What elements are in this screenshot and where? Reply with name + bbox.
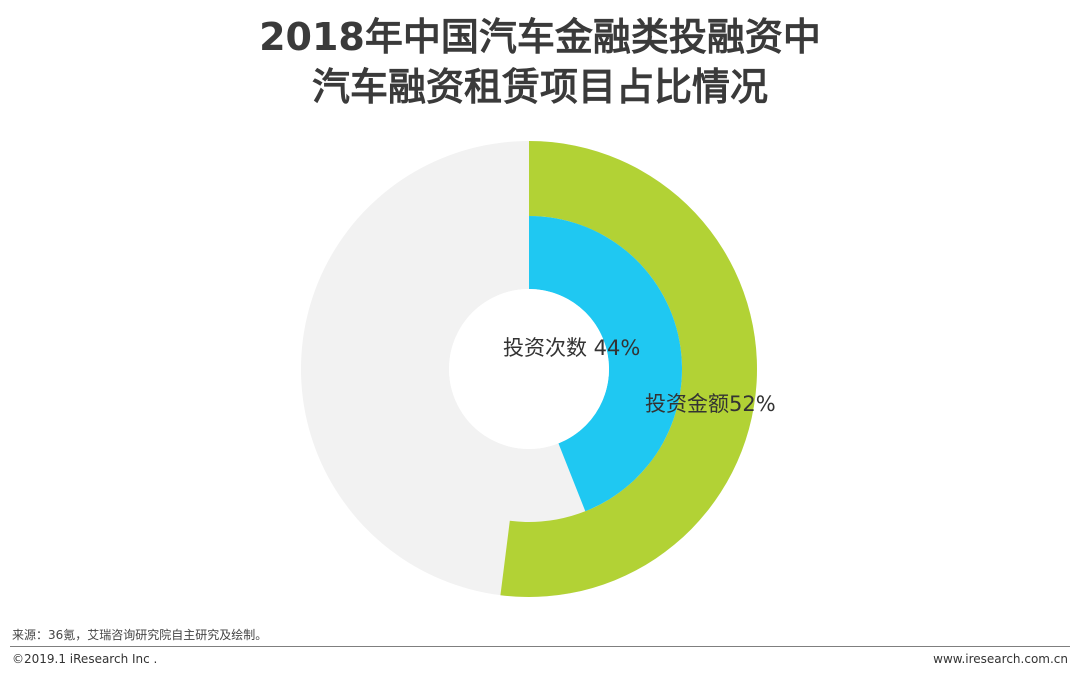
chart-title: 2018年中国汽车金融类投融资中 汽车融资租赁项目占比情况 — [0, 12, 1080, 112]
source-note: 来源：36氪，艾瑞咨询研究院自主研究及绘制。 — [12, 628, 268, 642]
data-label-investment-count: 投资次数 44% — [503, 336, 640, 360]
footer-divider — [10, 646, 1070, 647]
slice-investment-amount — [500, 141, 757, 597]
donut-center-hole — [449, 289, 609, 449]
website-text: www.iresearch.com.cn — [933, 652, 1068, 666]
data-label-investment-amount: 投资金额52% — [645, 392, 776, 416]
copyright-text: ©2019.1 iResearch Inc . — [12, 652, 158, 666]
chart-title-line-2: 汽车融资租赁项目占比情况 — [311, 65, 768, 109]
chart-title-line-1: 2018年中国汽车金融类投融资中 — [259, 15, 821, 59]
slice-investment-count — [529, 216, 683, 512]
